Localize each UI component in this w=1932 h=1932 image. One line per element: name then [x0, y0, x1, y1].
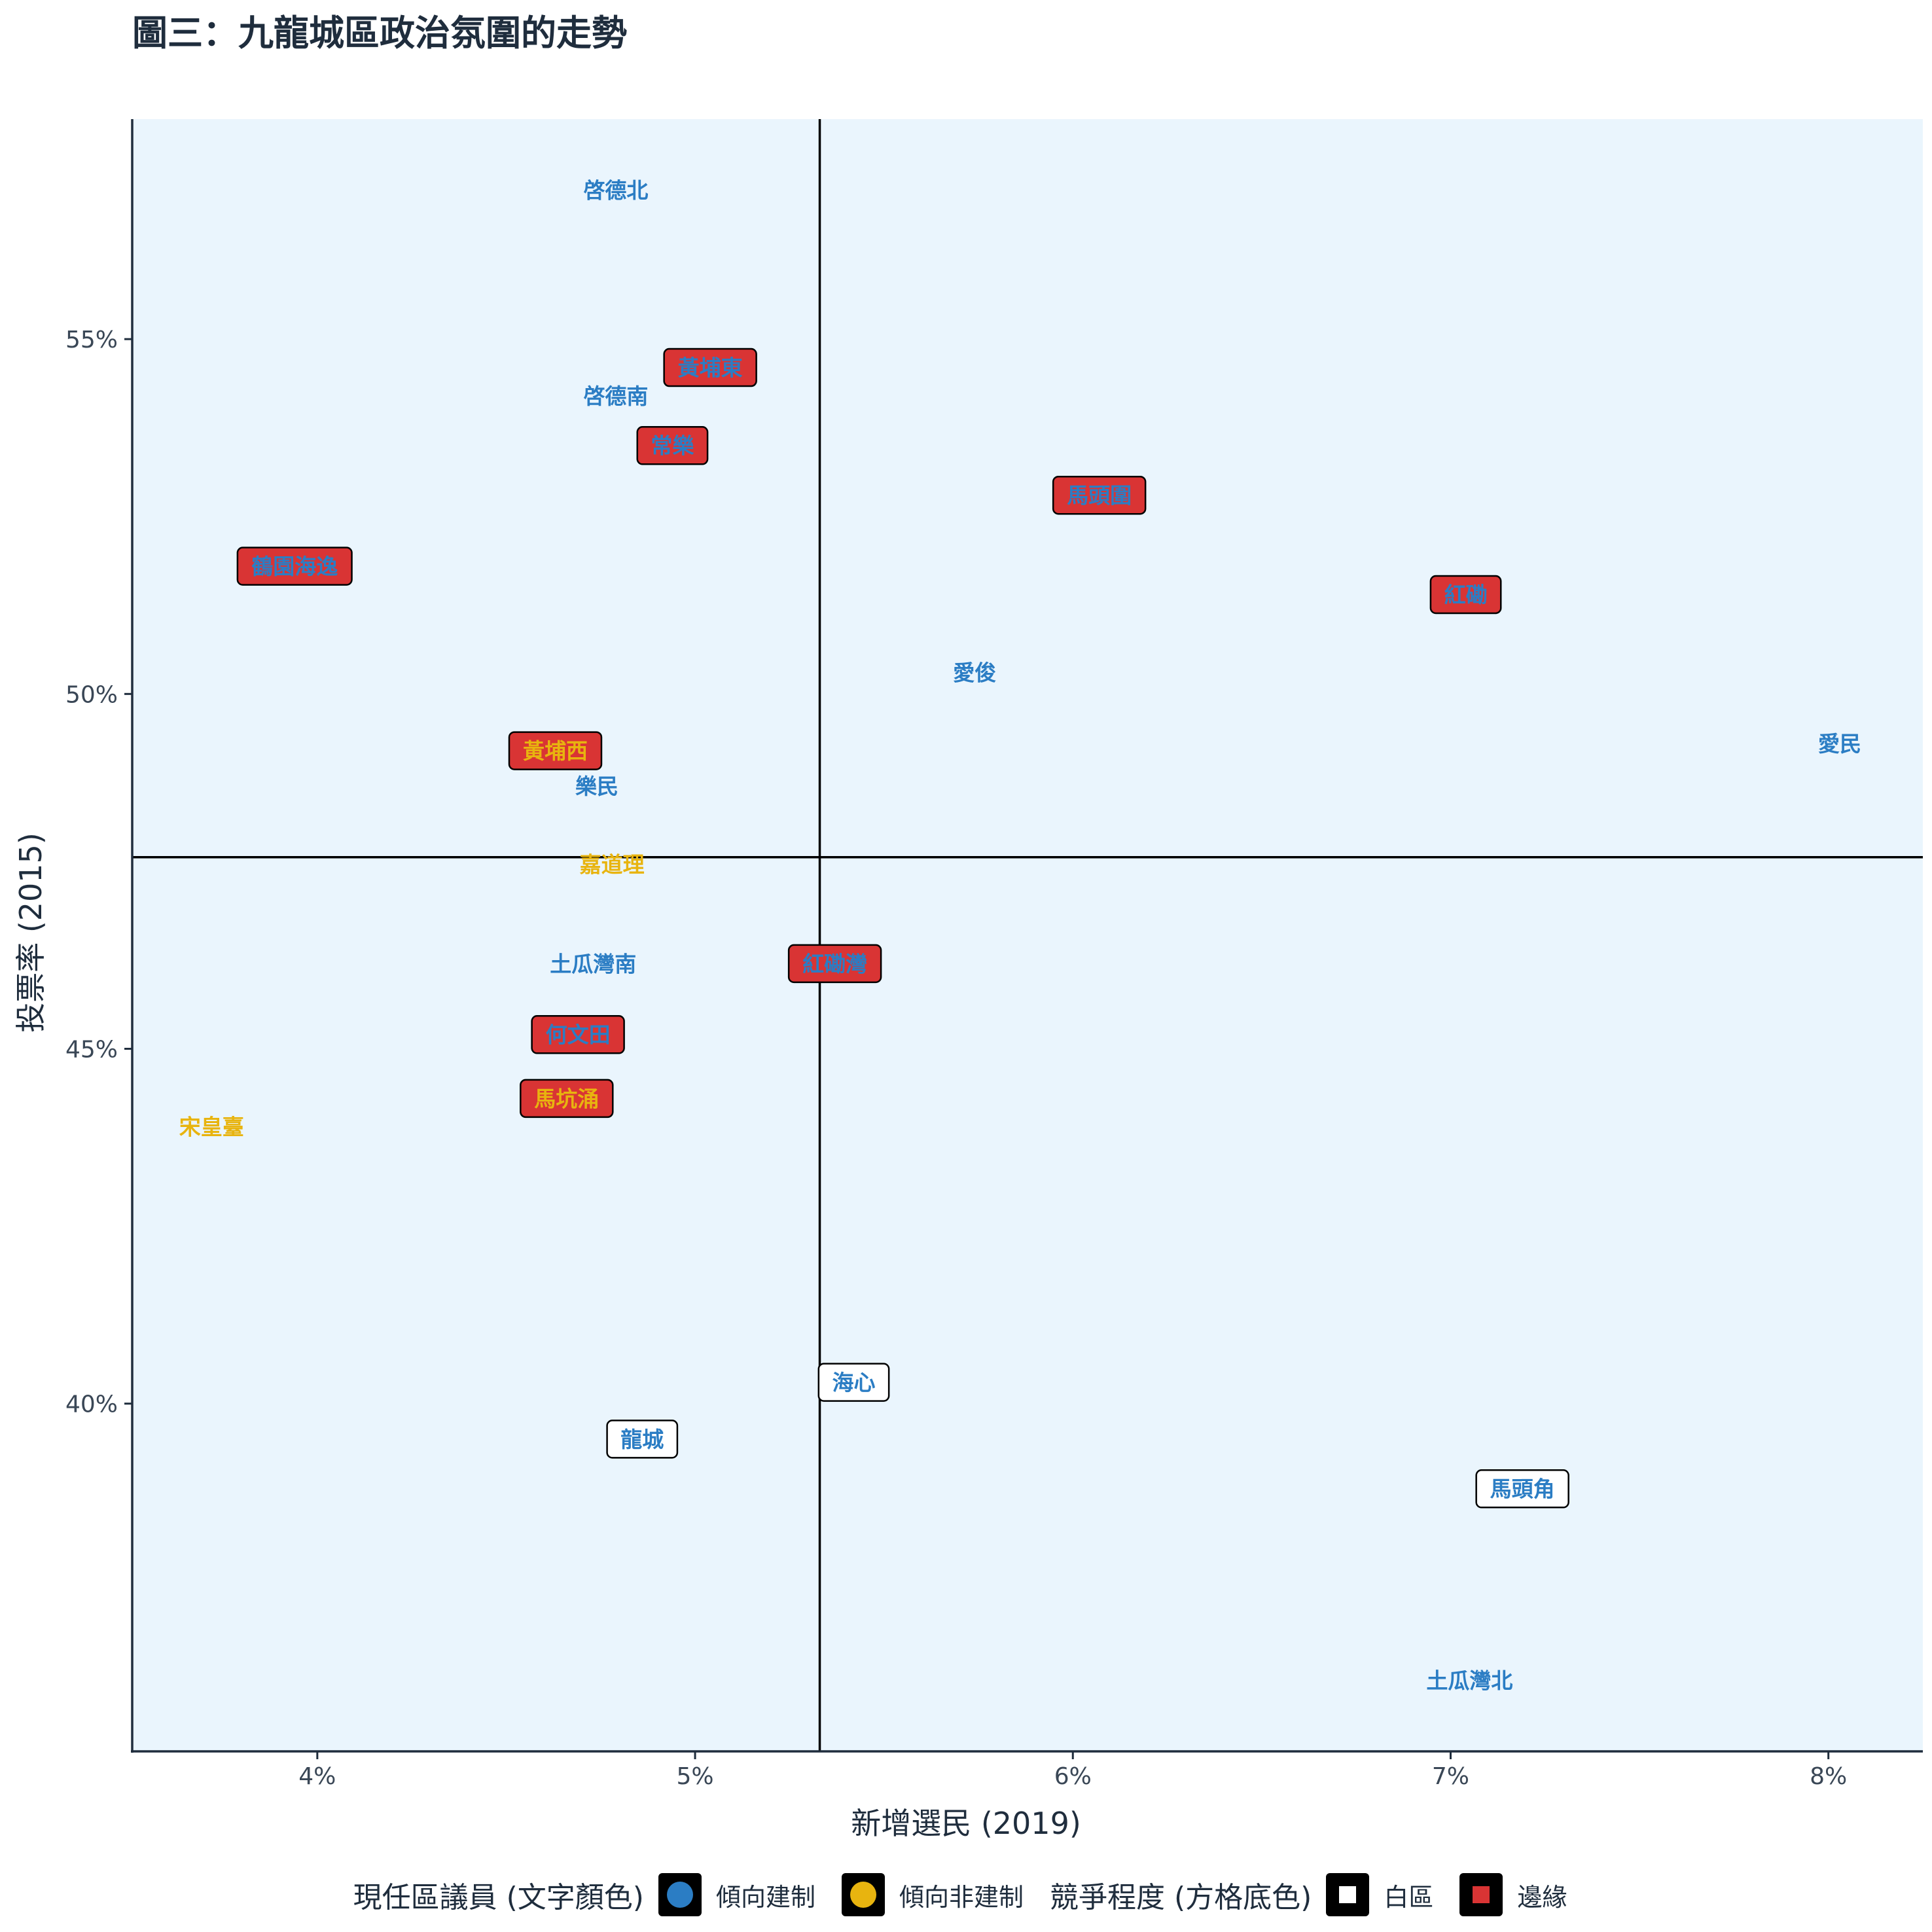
point-label: 黃埔西 [508, 731, 603, 770]
legend-key-blue-dot-icon [658, 1873, 702, 1916]
plot-background [132, 119, 1923, 1751]
legend-label: 邊緣 [1517, 1882, 1567, 1912]
point-text: 海心 [832, 1370, 875, 1395]
y-tick-label: 40% [65, 1391, 118, 1418]
axes: 4% 5% 6% 7% 8% 40% 45% 50% 55% [65, 119, 1923, 1790]
legend-item-non-establishment: 傾向非建制 [841, 1873, 1024, 1916]
point-text: 黃埔西 [523, 738, 588, 764]
y-tick-label: 55% [65, 327, 118, 353]
label-box [1475, 1469, 1569, 1509]
point-label: 土瓜灣北 [1426, 1668, 1512, 1693]
point-label: 愛民 [1818, 731, 1861, 757]
point-text: 啓德北 [583, 177, 648, 203]
point-text: 紅磡 [1444, 582, 1488, 607]
y-tick-label: 45% [65, 1036, 118, 1063]
legend-label: 傾向非建制 [899, 1882, 1024, 1912]
label-box [606, 1420, 679, 1459]
point-text: 土瓜灣南 [550, 951, 636, 976]
label-box [787, 944, 882, 984]
legend-item-pro-establishment: 傾向建制 [658, 1873, 815, 1916]
point-label: 嘉道理 [580, 851, 645, 877]
point-text: 土瓜灣北 [1426, 1668, 1512, 1693]
point-label: 土瓜灣南 [550, 951, 636, 976]
y-axis-title: 投票率 (2015) [13, 832, 48, 1033]
point-text: 紅磡灣 [802, 951, 867, 976]
point-text: 馬頭圍 [1067, 483, 1132, 509]
x-axis-title: 新增選民 (2019) [851, 1806, 1081, 1841]
legend-item-white-district: 白區 [1326, 1873, 1433, 1916]
point-text: 黃埔東 [678, 355, 743, 380]
point-label: 宋皇臺 [179, 1115, 244, 1140]
chart-title: 圖三：九龍城區政治氛圍的走勢 [132, 12, 627, 54]
point-text: 龍城 [620, 1427, 664, 1452]
point-label: 馬頭角 [1475, 1469, 1569, 1509]
label-box [531, 1015, 625, 1054]
point-text: 嘉道理 [580, 851, 645, 877]
point-label: 馬坑涌 [520, 1079, 614, 1118]
point-text: 樂民 [575, 774, 618, 799]
blue-dot-icon [666, 1882, 693, 1908]
legend-label: 白區 [1384, 1882, 1434, 1912]
white-square-icon [1339, 1886, 1357, 1903]
label-box [636, 426, 709, 465]
point-label: 紅磡灣 [787, 944, 882, 984]
label-box [520, 1079, 614, 1118]
label-box [1052, 475, 1147, 515]
plot-panel [132, 119, 1923, 1751]
y-tick-label: 50% [65, 681, 118, 708]
x-tick-label: 4% [298, 1763, 336, 1790]
point-text: 鶴園海逸 [251, 554, 338, 579]
label-box [817, 1363, 890, 1402]
point-label: 海心 [817, 1363, 890, 1402]
point-text: 宋皇臺 [179, 1115, 244, 1140]
x-tick-label: 8% [1810, 1763, 1847, 1790]
point-text: 馬頭角 [1490, 1476, 1555, 1502]
point-label: 樂民 [575, 774, 618, 799]
label-box [508, 731, 603, 770]
point-label: 馬頭圍 [1052, 475, 1147, 515]
point-text: 愛俊 [953, 660, 996, 686]
point-text: 啓德南 [583, 384, 648, 409]
x-tick-label: 5% [676, 1763, 713, 1790]
legend-item-marginal: 邊緣 [1459, 1873, 1567, 1916]
legend: 現任區議員 (文字顏色) 傾向建制 傾向非建制 競爭程度 (方格底色) 白區 邊… [0, 1873, 1932, 1916]
point-label: 鶴園海逸 [236, 546, 353, 586]
point-label: 紅磡 [1429, 575, 1502, 615]
legend-incumbent-title: 現任區議員 (文字顏色) [353, 1881, 644, 1914]
legend-key-white-square-icon [1326, 1873, 1370, 1916]
x-tick-label: 6% [1054, 1763, 1092, 1790]
point-text: 馬坑涌 [534, 1086, 599, 1111]
label-box [663, 348, 757, 387]
legend-key-red-square-icon [1459, 1873, 1503, 1916]
point-text: 常樂 [651, 433, 694, 459]
legend-competition-title: 競爭程度 (方格底色) [1050, 1881, 1312, 1914]
point-text: 愛民 [1818, 731, 1861, 757]
label-box [1429, 575, 1502, 615]
point-label: 黃埔東 [663, 348, 757, 387]
point-label: 啓德南 [583, 384, 648, 409]
reference-lines [132, 119, 1923, 1751]
point-label: 龍城 [606, 1420, 679, 1459]
point-label: 何文田 [531, 1015, 625, 1054]
point-label: 愛俊 [953, 660, 996, 686]
point-label: 啓德北 [583, 177, 648, 203]
legend-label: 傾向建制 [715, 1882, 815, 1912]
red-square-icon [1473, 1886, 1490, 1903]
yellow-dot-icon [850, 1882, 876, 1908]
point-label: 常樂 [636, 426, 709, 465]
label-box [236, 546, 353, 586]
point-text: 何文田 [546, 1022, 611, 1048]
x-tick-label: 7% [1432, 1763, 1469, 1790]
legend-key-yellow-dot-icon [841, 1873, 885, 1916]
